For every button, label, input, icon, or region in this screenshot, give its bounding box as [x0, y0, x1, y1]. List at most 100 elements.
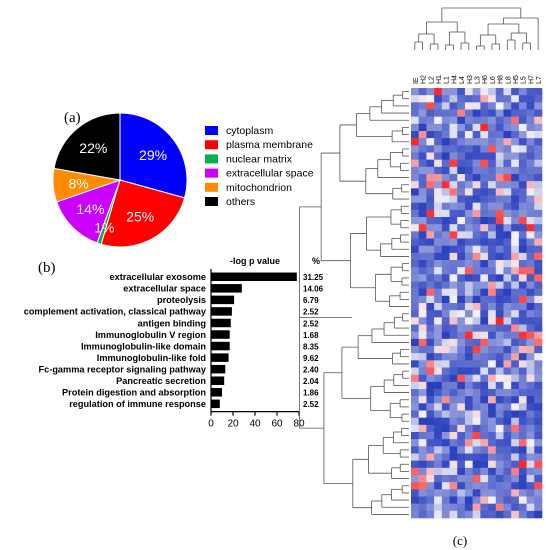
heatmap-cell — [434, 360, 443, 368]
heatmap-cell — [434, 181, 443, 189]
heatmap-cell — [488, 503, 497, 512]
heatmap-cell — [464, 503, 473, 512]
heatmap-cell — [434, 503, 443, 512]
heatmap-cell — [503, 123, 512, 132]
heatmap-cell — [503, 95, 512, 103]
heatmap-cell — [534, 396, 543, 404]
heatmap-cell — [418, 174, 427, 182]
heatmap-cell — [434, 310, 443, 318]
heatmap-cell — [518, 138, 527, 146]
heatmap-cell — [480, 317, 489, 325]
heatmap-cell — [526, 181, 535, 189]
heatmap-cell — [526, 432, 535, 440]
heatmap-cell — [518, 267, 527, 275]
heatmap-cell — [426, 353, 435, 361]
heatmap-cell — [457, 482, 466, 490]
heatmap-cell — [434, 453, 443, 461]
heatmap-cell — [449, 131, 458, 139]
heatmap-cell — [464, 374, 473, 383]
heatmap-cell — [488, 446, 497, 454]
heatmap-cell — [472, 446, 481, 454]
heatmap-cell — [449, 159, 458, 168]
heatmap-cell — [480, 295, 489, 304]
heatmap-cell — [503, 152, 512, 160]
heatmap-cell — [472, 410, 481, 418]
heatmap-cell — [449, 181, 458, 189]
heatmap-cell — [495, 467, 504, 476]
heatmap-cell — [449, 295, 458, 304]
heatmap-cell — [534, 324, 543, 332]
heatmap-cell — [434, 324, 443, 332]
heatmap-cell — [534, 166, 543, 175]
bar — [211, 376, 225, 385]
heatmap-cell — [449, 503, 458, 512]
heatmap-cell — [441, 166, 450, 175]
heatmap-cell — [495, 346, 504, 354]
heatmap-cell — [411, 131, 420, 139]
heatmap-column-label: L4 — [459, 76, 466, 84]
heatmap-cell — [464, 288, 473, 297]
heatmap-cell — [434, 252, 443, 261]
heatmap-cell — [503, 295, 512, 304]
heatmap-cell — [464, 510, 473, 519]
heatmap-cell — [434, 303, 443, 311]
heatmap-cell — [434, 138, 443, 146]
heatmap-cell — [511, 95, 520, 103]
heatmap-cell — [511, 446, 520, 454]
heatmap-cell — [449, 432, 458, 440]
heatmap-cell — [472, 166, 481, 175]
heatmap-cell — [495, 281, 504, 289]
heatmap-cell — [464, 381, 473, 390]
heatmap-cell — [418, 446, 427, 454]
heatmap-cell — [457, 131, 466, 139]
bar — [211, 284, 242, 293]
heatmap-cell — [503, 389, 512, 397]
heatmap-cell — [511, 181, 520, 189]
heatmap-cell — [518, 252, 527, 261]
heatmap-cell — [488, 317, 497, 325]
heatmap-cell — [464, 166, 473, 175]
heatmap-cell — [426, 374, 435, 383]
heatmap-cell — [534, 123, 543, 132]
heatmap-cell — [449, 396, 458, 404]
heatmap-cell — [503, 209, 512, 218]
heatmap-cell — [495, 267, 504, 275]
heatmap-cell — [411, 503, 420, 512]
heatmap-cell — [488, 432, 497, 440]
heatmap-cell — [457, 202, 466, 211]
heatmap-cell — [464, 109, 473, 117]
heatmap-cell — [464, 95, 473, 103]
heatmap-cell — [418, 417, 427, 426]
heatmap-cell — [526, 159, 535, 168]
heatmap-cell — [511, 338, 520, 347]
heatmap-cell — [418, 88, 427, 96]
heatmap-cell — [488, 439, 497, 447]
heatmap-cell — [441, 410, 450, 418]
heatmap-cell — [449, 324, 458, 332]
heatmap-cell — [488, 267, 497, 275]
heatmap-cell — [411, 245, 420, 254]
heatmap-cell — [434, 123, 443, 132]
heatmap-cell — [418, 116, 427, 125]
heatmap-cell — [418, 288, 427, 297]
heatmap-cell — [526, 260, 535, 268]
heatmap-cell — [426, 95, 435, 103]
heatmap-cell — [434, 467, 443, 476]
heatmap-cell — [480, 202, 489, 211]
heatmap-cell — [426, 446, 435, 454]
heatmap-cell — [511, 88, 520, 96]
heatmap-cell — [495, 460, 504, 469]
heatmap-cell — [441, 224, 450, 232]
heatmap-cell — [495, 396, 504, 404]
heatmap-cell — [472, 460, 481, 469]
heatmap-cell — [457, 353, 466, 361]
heatmap-cell — [434, 353, 443, 361]
heatmap-cell — [480, 475, 489, 483]
heatmap-cell — [434, 274, 443, 282]
heatmap-cell — [480, 396, 489, 404]
heatmap-cell — [449, 346, 458, 354]
legend-swatch — [205, 197, 218, 206]
heatmap-cell — [480, 281, 489, 289]
heatmap-cell — [464, 267, 473, 275]
heatmap-cell — [472, 317, 481, 325]
